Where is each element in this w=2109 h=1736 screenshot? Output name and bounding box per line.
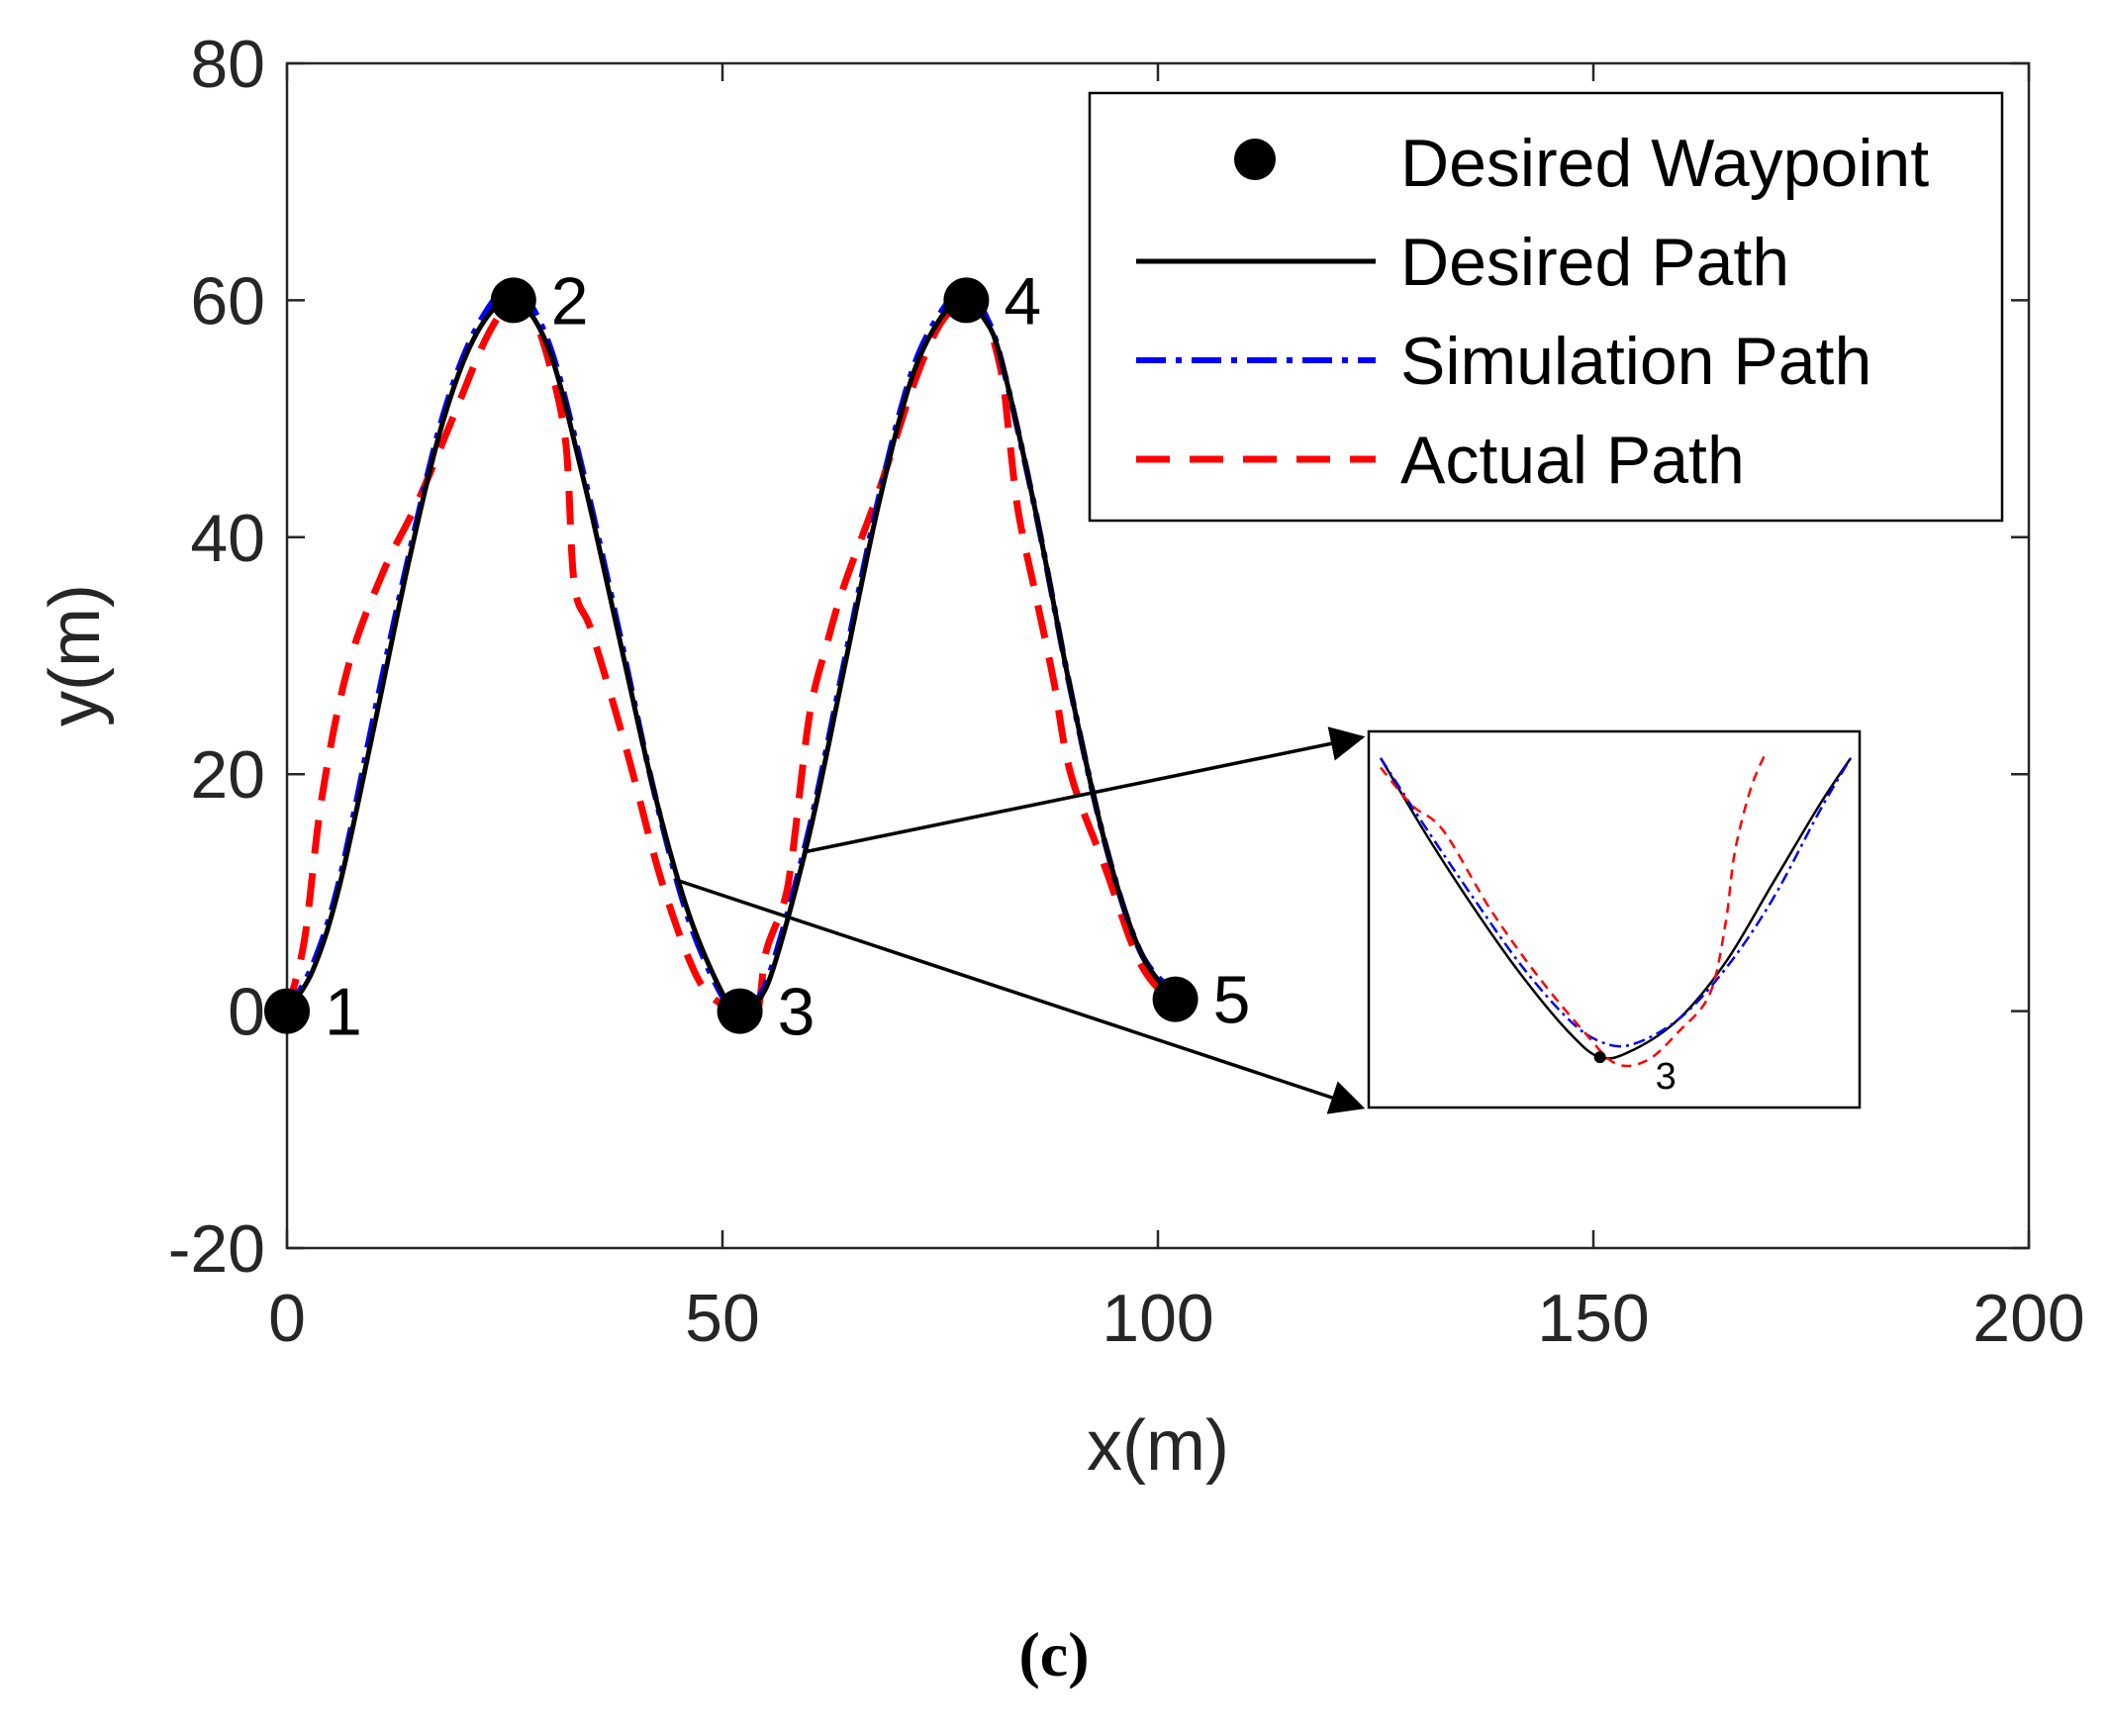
series-layer: 1 2 3 4 5 <box>264 263 1251 1050</box>
figure-caption: (c) <box>1018 1619 1089 1689</box>
callout-arrow-upper <box>803 726 1366 854</box>
waypoint-label: 2 <box>551 263 589 338</box>
inset-series-layer <box>1379 751 1853 1068</box>
waypoint-marker <box>943 277 990 324</box>
x-tick-label: 150 <box>1537 1281 1649 1356</box>
y-axis-ticks: -20 0 20 40 60 80 <box>168 27 2029 1287</box>
waypoint-label: 5 <box>1213 963 1251 1038</box>
legend-label-actual: Actual Path <box>1400 423 1745 498</box>
inset-series-actual-path <box>1380 751 1768 1068</box>
legend-waypoint-marker <box>1234 139 1276 180</box>
series-actual-path <box>283 295 1179 1019</box>
waypoint-label: 1 <box>325 975 362 1050</box>
y-tick-label: -20 <box>168 1211 265 1287</box>
legend-label-simulation: Simulation Path <box>1400 324 1871 399</box>
waypoint-marker <box>264 988 310 1034</box>
inset-series-desired-path <box>1379 757 1853 1060</box>
waypoint-label: 4 <box>1004 263 1041 338</box>
inset-series-simulation-path <box>1379 757 1853 1048</box>
x-tick-label: 200 <box>1972 1281 2084 1356</box>
x-tick-label: 50 <box>685 1281 760 1356</box>
legend-label-desired: Desired Path <box>1400 225 1789 300</box>
inset-waypoint-marker <box>1593 1051 1606 1064</box>
y-tick-label: 20 <box>190 737 265 813</box>
x-axis-label: x(m) <box>1087 1406 1229 1486</box>
zoom-callout <box>678 726 1366 1114</box>
y-tick-label: 40 <box>190 501 265 576</box>
x-axis-ticks: 0 50 100 150 200 <box>268 63 2085 1356</box>
y-tick-label: 0 <box>228 975 265 1050</box>
legend-label-waypoint: Desired Waypoint <box>1400 126 1929 201</box>
y-tick-label: 60 <box>190 263 265 338</box>
waypoint-marker <box>490 277 536 324</box>
inset-waypoint-label: 3 <box>1656 1056 1677 1098</box>
callout-arrow-lower <box>678 879 1366 1114</box>
x-tick-label: 0 <box>268 1281 306 1356</box>
waypoint-marker <box>1152 976 1198 1022</box>
inset-panel: 3 <box>1367 729 1862 1109</box>
y-tick-label: 80 <box>190 27 265 102</box>
legend: Desired Waypoint Desired Path Simulation… <box>1088 91 2004 523</box>
waypoint-marker <box>717 988 763 1034</box>
waypoint-label: 3 <box>778 975 815 1050</box>
x-tick-label: 100 <box>1102 1281 1213 1356</box>
y-axis-label: y(m) <box>36 584 115 726</box>
